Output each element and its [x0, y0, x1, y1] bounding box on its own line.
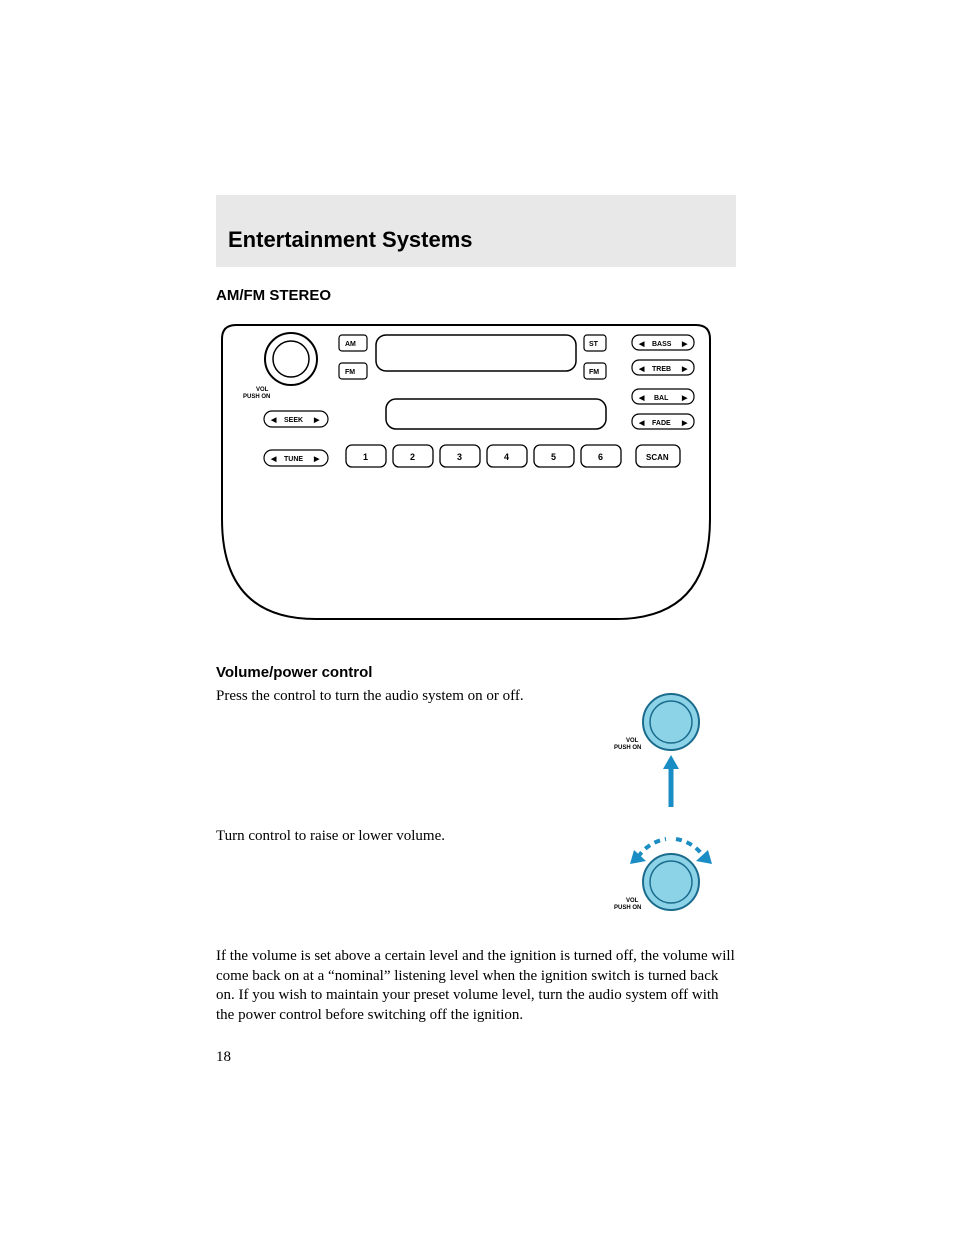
treb-button: ◀ TREB ▶	[632, 360, 694, 375]
fm-label: FM	[345, 369, 355, 376]
seek-button: ◀ SEEK ▶	[264, 411, 328, 427]
press-row: Press the control to turn the audio syst…	[216, 687, 736, 817]
header-bar: Entertainment Systems	[216, 195, 736, 267]
st-label: ST	[589, 341, 599, 348]
volume-knob-inner	[273, 341, 309, 377]
svg-text:5: 5	[551, 452, 556, 462]
vol-label-1: VOL	[256, 387, 269, 393]
scan-label: SCAN	[646, 453, 669, 462]
vol-label-2: PUSH ON	[243, 394, 270, 400]
svg-text:FADE: FADE	[652, 420, 671, 427]
svg-text:▶: ▶	[313, 417, 320, 424]
svg-text:SEEK: SEEK	[284, 417, 303, 424]
svg-text:◀: ◀	[270, 417, 277, 424]
fm2-label: FM	[589, 369, 599, 376]
svg-text:▶: ▶	[313, 456, 320, 463]
press-vol-label2: PUSH ON	[614, 745, 641, 751]
knob-circle-inner	[650, 701, 692, 743]
turn-knob-inner	[650, 861, 692, 903]
press-text: Press the control to turn the audio syst…	[216, 687, 556, 707]
press-knob-figure: VOL PUSH ON	[586, 687, 726, 817]
turn-vol-label1: VOL	[626, 898, 639, 904]
svg-text:◀: ◀	[638, 420, 645, 427]
radio-faceplate-figure: VOL PUSH ON AM FM ST FM ◀ BASS ▶ ◀ TREB …	[216, 319, 716, 629]
page-title: Entertainment Systems	[228, 227, 724, 253]
display-window	[376, 335, 576, 371]
svg-text:6: 6	[598, 452, 603, 462]
volume-heading: Volume/power control	[216, 664, 736, 681]
section-heading: AM/FM STEREO	[216, 287, 736, 304]
page-content: Entertainment Systems AM/FM STEREO VOL P…	[216, 195, 736, 1066]
cassette-slot	[386, 399, 606, 429]
svg-text:TUNE: TUNE	[284, 456, 303, 463]
svg-text:◀: ◀	[638, 366, 645, 373]
svg-text:◀: ◀	[638, 341, 645, 348]
tune-button: ◀ TUNE ▶	[264, 450, 328, 466]
turn-vol-label2: PUSH ON	[614, 905, 641, 911]
volume-note: If the volume is set above a certain lev…	[216, 947, 736, 1025]
page-number: 18	[216, 1049, 736, 1066]
turn-arrow-left	[630, 850, 646, 864]
turn-arc-left	[638, 839, 666, 857]
bal-button: ◀ BAL ▶	[632, 389, 694, 404]
svg-text:4: 4	[504, 452, 509, 462]
svg-text:▶: ▶	[681, 366, 688, 373]
svg-text:◀: ◀	[638, 395, 645, 402]
svg-text:BASS: BASS	[652, 341, 672, 348]
turn-arc-right	[676, 839, 704, 857]
am-label: AM	[345, 341, 356, 348]
svg-text:▶: ▶	[681, 341, 688, 348]
turn-row: Turn control to raise or lower volume. V…	[216, 827, 736, 937]
svg-text:TREB: TREB	[652, 366, 671, 373]
svg-text:1: 1	[363, 452, 368, 462]
svg-text:BAL: BAL	[654, 395, 669, 402]
svg-text:◀: ◀	[270, 456, 277, 463]
svg-text:2: 2	[410, 452, 415, 462]
svg-text:▶: ▶	[681, 420, 688, 427]
fade-button: ◀ FADE ▶	[632, 414, 694, 429]
turn-text: Turn control to raise or lower volume.	[216, 827, 556, 847]
turn-knob-figure: VOL PUSH ON	[586, 827, 726, 937]
press-vol-label1: VOL	[626, 738, 639, 744]
svg-text:▶: ▶	[681, 395, 688, 402]
push-arrow-head	[663, 755, 679, 769]
svg-text:3: 3	[457, 452, 462, 462]
bass-button: ◀ BASS ▶	[632, 335, 694, 350]
